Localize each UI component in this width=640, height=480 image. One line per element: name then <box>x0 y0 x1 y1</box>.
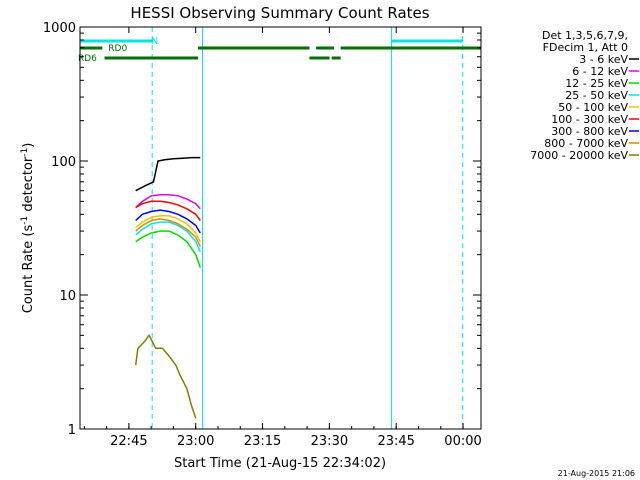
flag-label-2: RD6 <box>78 54 97 64</box>
flag-bar-1-segment-2 <box>316 46 334 50</box>
chart-title: HESSI Observing Summary Count Rates <box>130 4 429 22</box>
legend-entry-5: 100 - 300 keV <box>551 113 628 126</box>
series-line-5 <box>135 200 201 221</box>
flag-bar-2-segment-1 <box>309 56 330 60</box>
x-axis-label: Start Time (21-Aug-15 22:34:02) <box>174 456 386 471</box>
flag-label-1: RD0 <box>108 44 127 54</box>
y-axis-ticks: 1 10 100 1000 <box>43 21 481 438</box>
flag-bar-1-segment-1 <box>198 46 310 50</box>
x-tick-label-5: 00:00 <box>444 434 481 449</box>
series-line-2 <box>135 230 202 268</box>
plot-frame <box>79 26 482 430</box>
y-axis-label-mid: detector <box>21 156 36 216</box>
legend-entry-8: 7000 - 20000 keV <box>530 149 628 162</box>
series-line-4 <box>135 215 201 243</box>
flag-bars: N RD0 RD6 <box>78 37 481 64</box>
y-axis-label-sup2: -1 <box>20 148 30 157</box>
y-axis-label-start: Count Rate (s <box>21 225 36 314</box>
y-axis-label-sup1: -1 <box>20 216 30 225</box>
legend-entry-2: 12 - 25 keV <box>565 77 628 90</box>
y-tick-label-3: 1000 <box>43 21 76 36</box>
flag-bar-0-segment-1 <box>391 39 463 43</box>
series-lines <box>134 156 202 419</box>
flag-bar-2-segment-2 <box>331 56 341 60</box>
legend-entry-1: 6 - 12 keV <box>572 65 628 78</box>
flag-label-0: N <box>152 37 159 47</box>
y-tick-label-1: 10 <box>59 289 76 304</box>
legend-entry-0: 3 - 6 keV <box>579 53 628 66</box>
legend-header-1: FDecim 1, Att 0 <box>543 41 628 54</box>
flag-bar-1-segment-0 <box>80 46 103 50</box>
y-tick-label-2: 100 <box>51 155 76 170</box>
series-line-3 <box>135 221 201 253</box>
legend-entry-6: 300 - 800 keV <box>551 125 628 138</box>
x-tick-label-4: 23:45 <box>377 434 414 449</box>
x-tick-label-0: 22:45 <box>110 434 147 449</box>
x-tick-label-3: 23:30 <box>311 434 348 449</box>
flag-bar-0-segment-0 <box>80 39 154 43</box>
series-line-6 <box>135 209 201 234</box>
series-line-7 <box>135 218 201 247</box>
flag-bar-2-segment-0 <box>104 56 199 60</box>
x-axis-ticks: 22:45 23:00 23:15 23:30 23:45 00:00 <box>83 27 482 449</box>
y-axis-label-end: ) <box>21 143 36 148</box>
x-tick-label-1: 23:00 <box>177 434 214 449</box>
series-line-1 <box>135 193 201 210</box>
y-axis-label: Count Rate (s-1 detector-1) <box>20 143 36 314</box>
flag-bar-1-segment-3 <box>340 46 481 50</box>
legend: Det 1,3,5,6,7,9,FDecim 1, Att 03 - 6 keV… <box>530 29 639 162</box>
legend-entry-7: 800 - 7000 keV <box>544 137 628 150</box>
legend-entry-3: 25 - 50 keV <box>565 89 628 102</box>
legend-header-0: Det 1,3,5,6,7,9, <box>542 29 628 42</box>
x-tick-label-2: 23:15 <box>244 434 281 449</box>
series-line-8 <box>134 333 197 419</box>
y-tick-label-0: 1 <box>68 423 76 438</box>
legend-entry-4: 50 - 100 keV <box>558 101 628 114</box>
series-line-0 <box>135 156 201 192</box>
footer-timestamp: 21-Aug-2015 21:06 <box>558 469 635 478</box>
